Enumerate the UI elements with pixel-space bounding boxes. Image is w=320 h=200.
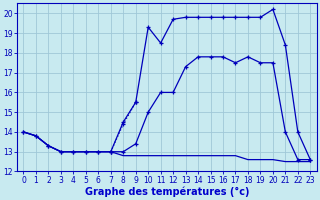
- X-axis label: Graphe des températures (°c): Graphe des températures (°c): [85, 186, 249, 197]
